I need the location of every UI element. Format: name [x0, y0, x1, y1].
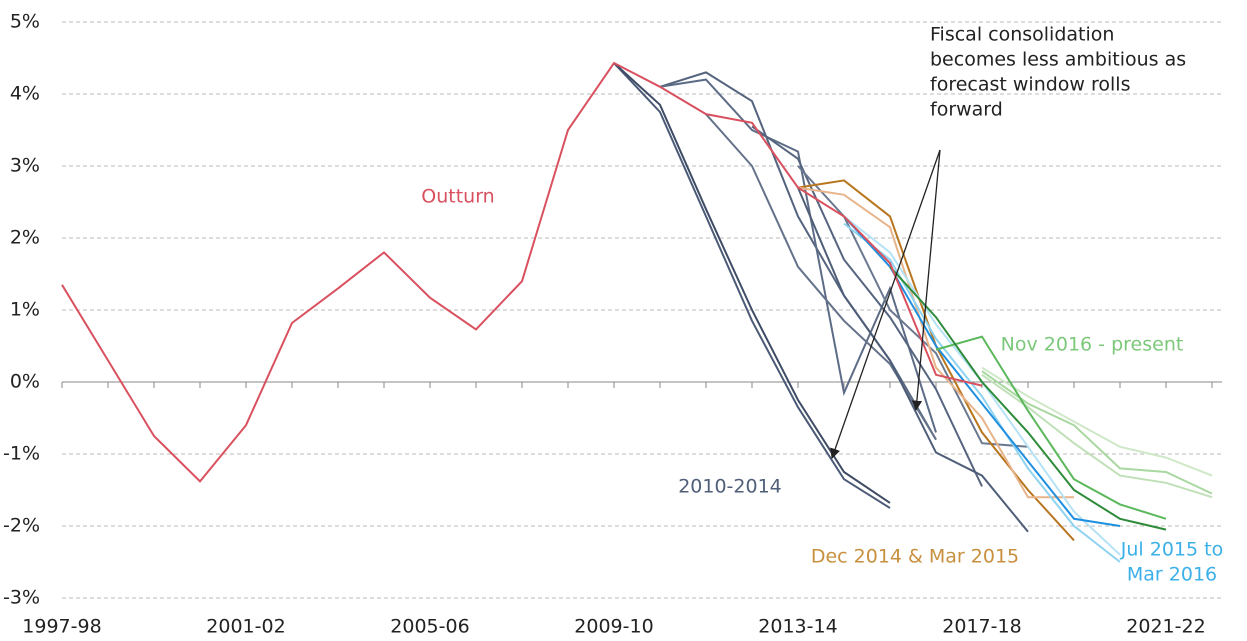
series-line	[61, 61, 983, 483]
y-tick-label: -3%	[3, 587, 40, 609]
series-line	[981, 373, 1213, 499]
series-line	[843, 222, 1121, 563]
series-line	[751, 125, 983, 487]
annotation: Fiscal consolidation	[930, 24, 1114, 46]
y-tick-label: 5%	[10, 11, 40, 33]
grid	[61, 21, 1222, 599]
series-line	[613, 62, 891, 509]
annotation: 2010-2014	[678, 476, 782, 498]
labels: -3% -2% -1% 0% 1% 2% 3% 4% 5% 1997-98 2001-02 2005-…	[3, 11, 1223, 638]
x-tick-label: 2013-14	[758, 616, 837, 638]
annotation: Nov 2016 - present	[1001, 334, 1184, 356]
annotation: Jul 2015 to	[1120, 539, 1223, 561]
annotation: Mar 2016	[1127, 564, 1217, 586]
series-line	[797, 186, 1074, 499]
y-tick-label: 4%	[10, 83, 40, 105]
x-tick-label: 2001-02	[206, 616, 285, 638]
arrow	[830, 149, 941, 459]
series-label: Outturn	[421, 186, 494, 208]
series-line	[981, 366, 1213, 477]
series-line	[659, 78, 937, 433]
series-line	[935, 335, 1167, 520]
annotation: Dec 2014 & Mar 2015	[811, 546, 1019, 568]
y-tick-label: 3%	[10, 155, 40, 177]
series-line	[797, 179, 1075, 542]
x-tick-label: 2017-18	[942, 616, 1021, 638]
series-line	[613, 62, 891, 504]
series-line	[797, 165, 1029, 448]
lines	[61, 61, 1213, 563]
annotation: becomes less ambitious as	[930, 49, 1186, 71]
y-tick-label: 2%	[10, 227, 40, 249]
series-line	[889, 266, 1167, 531]
annotation: forward	[930, 99, 1003, 121]
x-tick-label: 2021-22	[1126, 616, 1205, 638]
y-tick-label: 0%	[10, 371, 40, 393]
y-tick-label: -1%	[3, 443, 40, 465]
x-tick-label: 2005-06	[390, 616, 469, 638]
y-tick-label: 1%	[10, 299, 40, 321]
annotation: forecast window rolls	[930, 74, 1130, 96]
arrow	[911, 149, 941, 412]
x-tick-label: 1997-98	[22, 616, 101, 638]
x-tick-label: 2009-10	[574, 616, 653, 638]
y-tick-label: -2%	[3, 515, 40, 537]
